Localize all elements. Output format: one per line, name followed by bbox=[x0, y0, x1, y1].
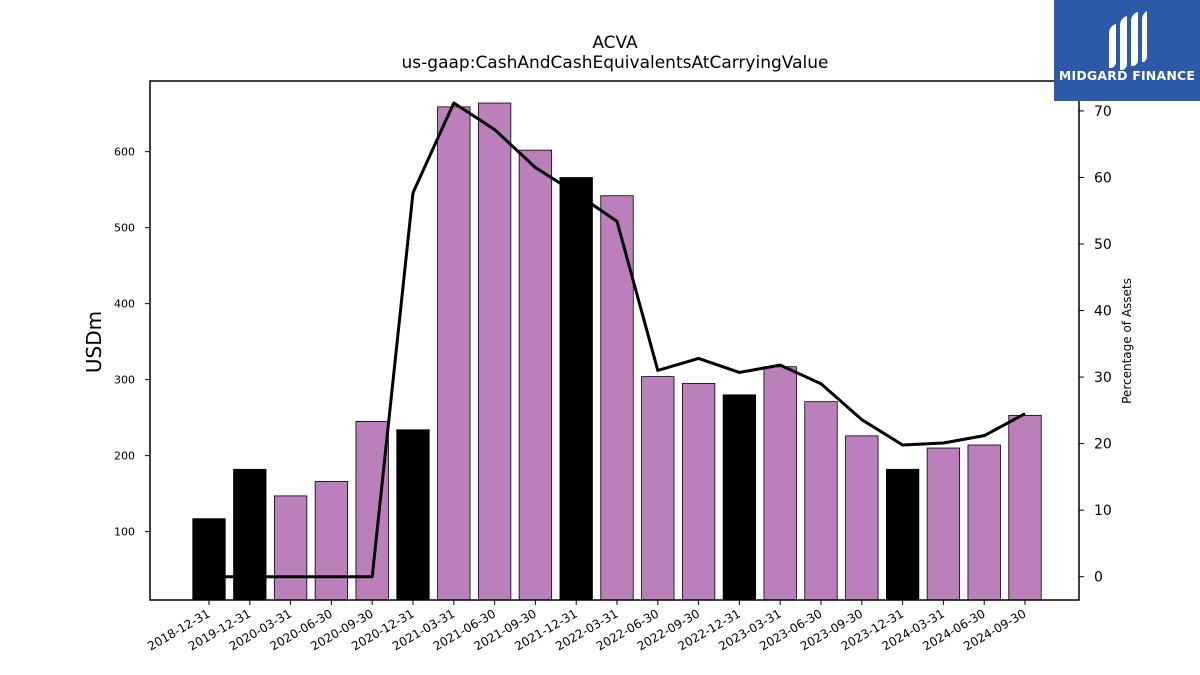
bar-2022-12-31 bbox=[722, 394, 757, 601]
bar-2020-03-31 bbox=[273, 495, 308, 601]
y2-tick-label: 50 bbox=[1094, 237, 1112, 253]
bar-2023-12-31 bbox=[885, 468, 920, 601]
y-tick-label: 300 bbox=[114, 374, 135, 387]
y-tick-label: 100 bbox=[114, 526, 135, 539]
y2-tick-label: 0 bbox=[1094, 570, 1103, 586]
percentage-line bbox=[209, 101, 1026, 579]
bar-2020-06-30 bbox=[314, 481, 349, 601]
bar-2024-06-30 bbox=[967, 444, 1001, 601]
brand-logo: MIDGARD FINANCE bbox=[1054, 0, 1200, 101]
bar-2023-06-30 bbox=[804, 401, 838, 601]
chart-title: ACVA bbox=[592, 33, 638, 53]
bar-2024-09-30 bbox=[1008, 414, 1042, 601]
bar-2022-03-31 bbox=[600, 195, 634, 601]
y2-axis-ticks: 0 10 20 30 40 50 60 70 bbox=[1079, 104, 1112, 586]
y2-tick-label: 60 bbox=[1094, 170, 1112, 186]
y2-tick-label: 40 bbox=[1094, 304, 1112, 320]
logo-text: MIDGARD FINANCE bbox=[1058, 68, 1196, 83]
bar-2021-09-30 bbox=[518, 149, 553, 601]
y2-axis-label: Percentage of Assets bbox=[1120, 278, 1134, 404]
y-axis-ticks: 100 200 300 400 500 600 bbox=[114, 146, 150, 539]
y2-tick-label: 70 bbox=[1094, 104, 1112, 120]
bar-2023-09-30 bbox=[845, 435, 879, 601]
y-tick-label: 600 bbox=[114, 146, 135, 159]
bar-2019-12-31 bbox=[233, 468, 267, 601]
bar-2022-09-30 bbox=[681, 383, 716, 601]
bar-2024-03-31 bbox=[926, 447, 961, 601]
y-tick-label: 500 bbox=[114, 222, 135, 235]
midgard-logo-icon bbox=[1109, 11, 1147, 70]
bars-group bbox=[192, 102, 1042, 601]
y-tick-label: 400 bbox=[114, 298, 135, 311]
y-axis-label: USDm bbox=[82, 311, 106, 373]
bar-2021-03-31 bbox=[437, 106, 471, 601]
bar-2022-06-30 bbox=[641, 376, 675, 601]
bar-2020-12-31 bbox=[396, 429, 430, 601]
y-tick-label: 200 bbox=[114, 450, 135, 463]
bar-2021-12-31 bbox=[559, 177, 593, 601]
plot-frame bbox=[149, 80, 1080, 601]
bar-2021-06-30 bbox=[477, 102, 512, 601]
bar-2018-12-31 bbox=[192, 518, 226, 601]
chart-subtitle: us-gaap:CashAndCashEquivalentsAtCarrying… bbox=[402, 53, 829, 73]
y2-tick-label: 10 bbox=[1094, 503, 1112, 519]
x-axis-ticks: 2018-12-312019-12-312020-03-312020-06-30… bbox=[145, 600, 1029, 653]
bar-2023-03-31 bbox=[763, 366, 797, 601]
y2-tick-label: 20 bbox=[1094, 437, 1112, 453]
y2-tick-label: 30 bbox=[1094, 370, 1112, 386]
